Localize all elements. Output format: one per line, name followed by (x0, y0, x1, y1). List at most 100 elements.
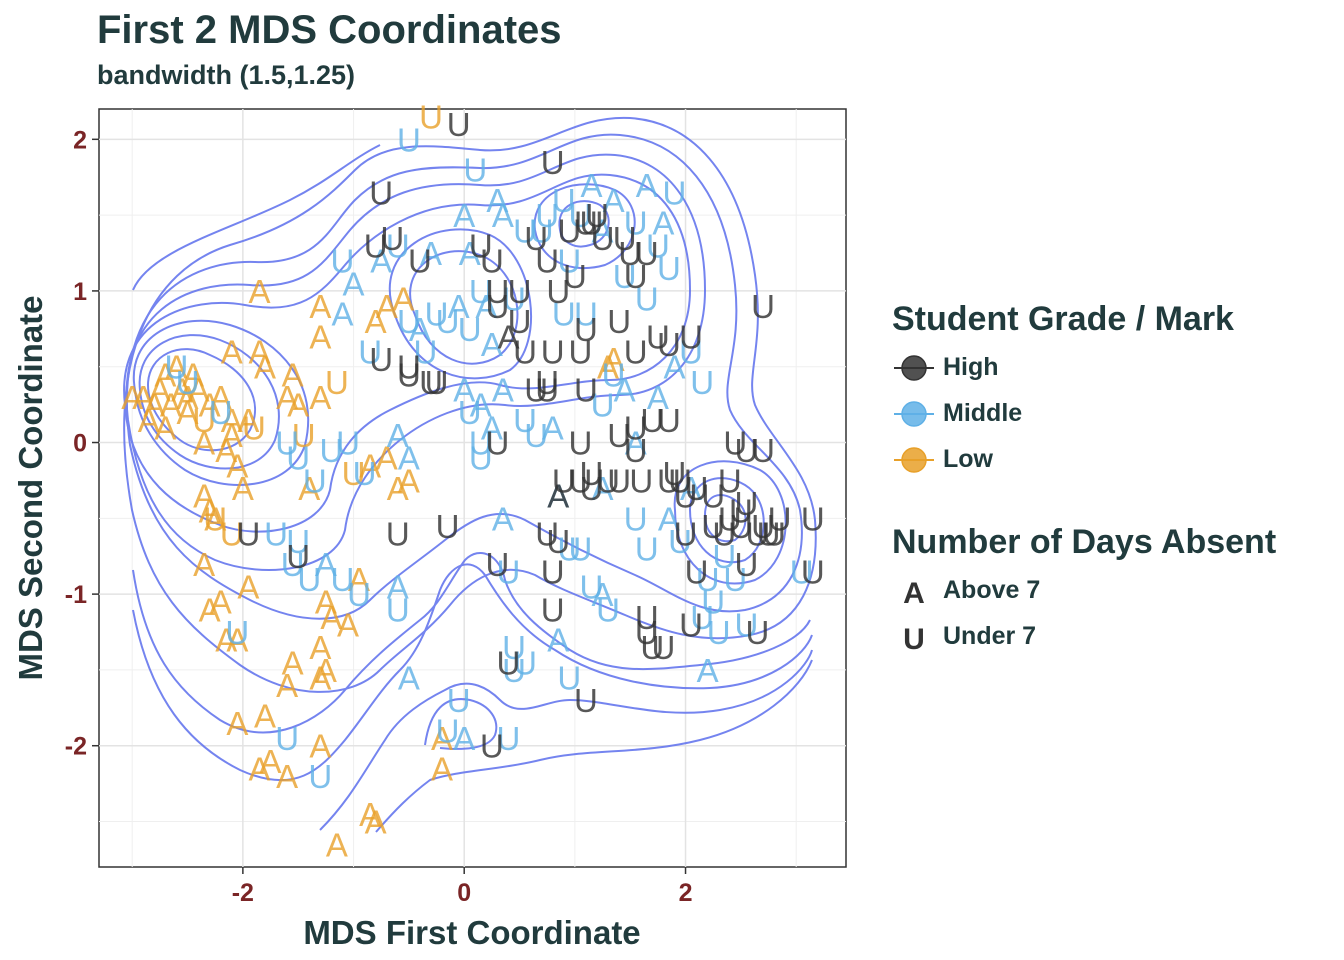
density-contour (388, 228, 532, 380)
density-contour (138, 334, 280, 470)
point-high: U (563, 258, 587, 295)
point-low: A (276, 758, 298, 795)
point-middle: A (614, 371, 636, 408)
svg-text:A: A (903, 577, 925, 610)
point-low: A (193, 546, 215, 583)
point-middle: A (387, 417, 409, 454)
point-middle: A (636, 167, 658, 204)
legend-item-low: Low (892, 437, 1276, 483)
point-middle: U (552, 296, 576, 333)
point-middle: A (481, 326, 503, 363)
point-middle: U (602, 356, 626, 393)
point-middle: U (447, 682, 471, 719)
point-low: A (431, 720, 453, 757)
point-low: A (376, 440, 398, 477)
point-low: A (337, 606, 359, 643)
point-middle: U (657, 250, 681, 287)
point-high: U (513, 334, 537, 371)
point-high: U (751, 508, 775, 545)
y-tick-label: 2 (73, 126, 87, 154)
point-high: U (535, 515, 559, 552)
legend-key-middle (894, 401, 934, 427)
point-middle: U (535, 197, 559, 234)
point-middle: U (469, 440, 493, 477)
point-middle: U (635, 281, 659, 318)
point-high: U (524, 220, 548, 257)
point-high: U (734, 546, 758, 583)
point-low: U (325, 364, 349, 401)
point-middle: U (275, 720, 299, 757)
point-high: U (408, 243, 432, 280)
point-middle: U (679, 334, 703, 371)
point-middle: U (734, 606, 758, 643)
point-high: U (701, 508, 725, 545)
point-high: U (397, 349, 421, 386)
point-low: U (342, 455, 366, 492)
point-middle: U (707, 614, 731, 651)
point-high: U (541, 144, 565, 181)
point-high: U (485, 425, 509, 462)
point-high: U (568, 334, 592, 371)
point-high: U (568, 425, 592, 462)
point-high: U (746, 515, 770, 552)
point-middle: U (568, 197, 592, 234)
point-middle: U (358, 334, 382, 371)
density-contour (688, 477, 765, 564)
point-low: A (315, 584, 337, 621)
x-axis-label: MDS First Coordinate (303, 914, 640, 951)
point-low: A (193, 478, 215, 515)
point-middle: A (592, 576, 614, 613)
point-high: U (801, 500, 825, 537)
point-middle: A (315, 546, 337, 583)
point-low: A (254, 697, 276, 734)
point-low: A (199, 591, 221, 628)
point-low: A (204, 500, 226, 537)
point-middle: U (397, 121, 421, 158)
point-high: U (801, 553, 825, 590)
point-low: A (359, 447, 381, 484)
point-high: U (640, 629, 664, 666)
point-low: A (143, 387, 165, 424)
point-high: U (624, 409, 648, 446)
point-high: U (657, 326, 681, 363)
point-low: A (232, 470, 254, 507)
point-middle: U (663, 174, 687, 211)
density-contour (125, 153, 707, 571)
point-high: U (640, 402, 664, 439)
density-contour (409, 250, 519, 365)
point-high: U (447, 106, 471, 143)
point-middle: U (502, 281, 526, 318)
point-middle: U (524, 417, 548, 454)
point-high: U (552, 462, 576, 499)
point-high: U (436, 508, 460, 545)
svg-text:U: U (903, 623, 925, 656)
point-high: U (574, 205, 598, 242)
plot-panel (98, 108, 847, 868)
point-high: U (757, 515, 781, 552)
point-low: A (276, 379, 298, 416)
point-high: U (723, 425, 747, 462)
legend-label-above7: Above 7 (943, 576, 1041, 604)
point-high: U (397, 356, 421, 393)
x-tick-label: -2 (232, 879, 254, 907)
point-high: U (657, 462, 681, 499)
point-middle: U (497, 720, 521, 757)
point-middle: A (592, 470, 614, 507)
density-contour (703, 494, 747, 543)
point-high: U (485, 546, 509, 583)
point-middle: U (701, 584, 725, 621)
point-high: U (480, 243, 504, 280)
point-high: U (286, 538, 310, 575)
point-middle: U (281, 546, 305, 583)
point-middle: U (336, 425, 360, 462)
point-middle: A (453, 720, 475, 757)
point-low: A (154, 409, 176, 446)
y-tick-label: 1 (73, 278, 87, 306)
point-middle: U (463, 152, 487, 189)
point-low: A (177, 394, 199, 431)
point-middle: A (492, 500, 514, 537)
point-high: U (613, 220, 637, 257)
point-high: U (369, 341, 393, 378)
point-high: U (674, 515, 698, 552)
point-middle: A (658, 500, 680, 537)
